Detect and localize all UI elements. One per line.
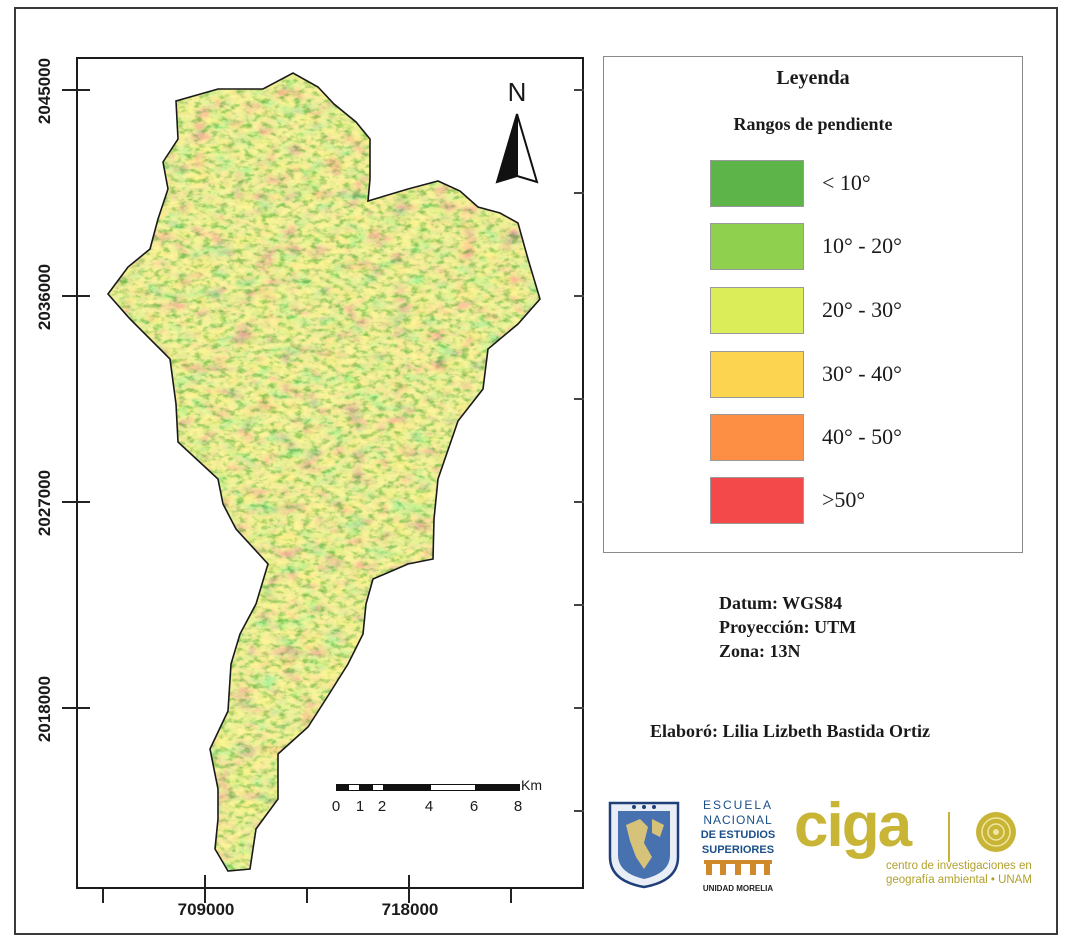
y-tick-outer [62, 295, 76, 297]
north-letter: N [507, 77, 527, 107]
projection-info: Datum: WGS84 Proyección: UTM Zona: 13N [719, 591, 856, 663]
scale-segment [336, 784, 348, 791]
y-tick-outer [62, 89, 76, 91]
ciga-logo: ciga centro de investigaciones en geogra… [790, 791, 1040, 890]
ciga-wordmark: ciga [794, 791, 912, 860]
legend-title: Leyenda [776, 67, 850, 89]
scale-segment [348, 784, 360, 791]
ciga-text: geografía ambiental • UNAM [886, 874, 1032, 886]
legend-label: 10° - 20° [822, 233, 902, 258]
y-tick-right [574, 89, 584, 91]
legend-item: 30° - 40° [710, 351, 1010, 399]
y-tick-right [574, 295, 584, 297]
legend-label: >50° [822, 487, 866, 512]
enes-line: NACIONAL [703, 813, 773, 827]
legend-item: 40° - 50° [710, 414, 1010, 462]
watershed-slope-map [106, 72, 541, 872]
legend-item: >50° [710, 477, 1010, 525]
scale-label: 0 [331, 798, 341, 815]
enes-arches-icon [704, 860, 772, 875]
legend-swatch [710, 223, 804, 270]
y-tick-right-minor [574, 604, 584, 606]
x-tick-minor [306, 889, 308, 903]
scale-label: 8 [513, 798, 523, 815]
enes-logo: ESCUELA NACIONAL DE ESTUDIOS SUPERIORES … [698, 798, 778, 893]
scale-label: 4 [424, 798, 434, 815]
y-tick-inner [76, 89, 90, 91]
legend-item: 20° - 30° [710, 287, 1010, 335]
y-tick-right-minor [574, 398, 584, 400]
legend-label: < 10° [822, 170, 871, 195]
legend-item: < 10° [710, 160, 1010, 208]
unam-logo [604, 797, 684, 889]
y-label: 2027000 [35, 469, 54, 537]
legend-label: 20° - 30° [822, 297, 902, 322]
y-tick-inner [76, 707, 90, 709]
enes-line: UNIDAD MORELIA [702, 884, 774, 893]
author-credit: Elaboró: Lilia Lizbeth Bastida Ortiz [650, 721, 931, 741]
legend-item: 10° - 20° [710, 223, 1010, 271]
y-tick-right-minor [574, 810, 584, 812]
y-label: 2018000 [35, 675, 54, 743]
map-frame [76, 57, 584, 889]
y-tick-inner [76, 501, 90, 503]
legend-subtitle: Rangos de pendiente [733, 114, 893, 134]
legend-swatch [710, 287, 804, 334]
north-arrow-icon [495, 113, 539, 184]
north-arrow: N [492, 78, 542, 188]
scale-segment [430, 784, 476, 791]
x-tick-inner [204, 875, 206, 889]
x-tick [204, 889, 206, 903]
y-tick-right [574, 501, 584, 503]
scale-label: 6 [469, 798, 479, 815]
legend-box: Leyenda Rangos de pendiente < 10° 10° - … [603, 56, 1023, 553]
y-tick-right [574, 707, 584, 709]
zone-text: Zona: 13N [719, 641, 801, 661]
legend-swatch [710, 477, 804, 524]
x-tick-minor [102, 889, 104, 903]
unam-seal-icon [608, 801, 680, 889]
scale-segment [372, 784, 384, 791]
projection-text: Proyección: UTM [719, 617, 857, 637]
scale-segment [384, 784, 430, 791]
scale-unit: Km [521, 777, 542, 793]
enes-line: DE ESTUDIOS [700, 829, 776, 841]
x-tick [408, 889, 410, 903]
outer-frame [14, 7, 1058, 935]
ciga-emblem-icon [976, 812, 1016, 852]
y-tick-outer [62, 501, 76, 503]
ciga-divider [948, 812, 950, 862]
scale-bar: 0 1 2 4 6 8 Km [326, 776, 556, 826]
y-label: 2045000 [35, 57, 54, 125]
datum-text: Datum: WGS84 [719, 593, 843, 613]
ciga-text: centro de investigaciones en [886, 860, 1032, 872]
scale-segment [360, 784, 372, 791]
x-label: 718000 [381, 900, 439, 919]
scale-segment [476, 784, 520, 791]
basin-outline [106, 72, 541, 872]
scale-label: 1 [355, 798, 365, 815]
enes-line: ESCUELA [702, 798, 774, 812]
legend-swatch [710, 414, 804, 461]
x-tick-minor [510, 889, 512, 903]
legend-swatch [710, 160, 804, 207]
x-tick-inner [408, 875, 410, 889]
legend-swatch [710, 351, 804, 398]
legend-label: 40° - 50° [822, 424, 902, 449]
x-label: 709000 [177, 900, 235, 919]
y-label: 2036000 [35, 263, 54, 331]
legend-label: 30° - 40° [822, 361, 902, 386]
y-tick-inner [76, 295, 90, 297]
enes-line: SUPERIORES [701, 844, 775, 856]
y-tick-outer [62, 707, 76, 709]
scale-label: 2 [377, 798, 387, 815]
y-tick-right-minor [574, 192, 584, 194]
